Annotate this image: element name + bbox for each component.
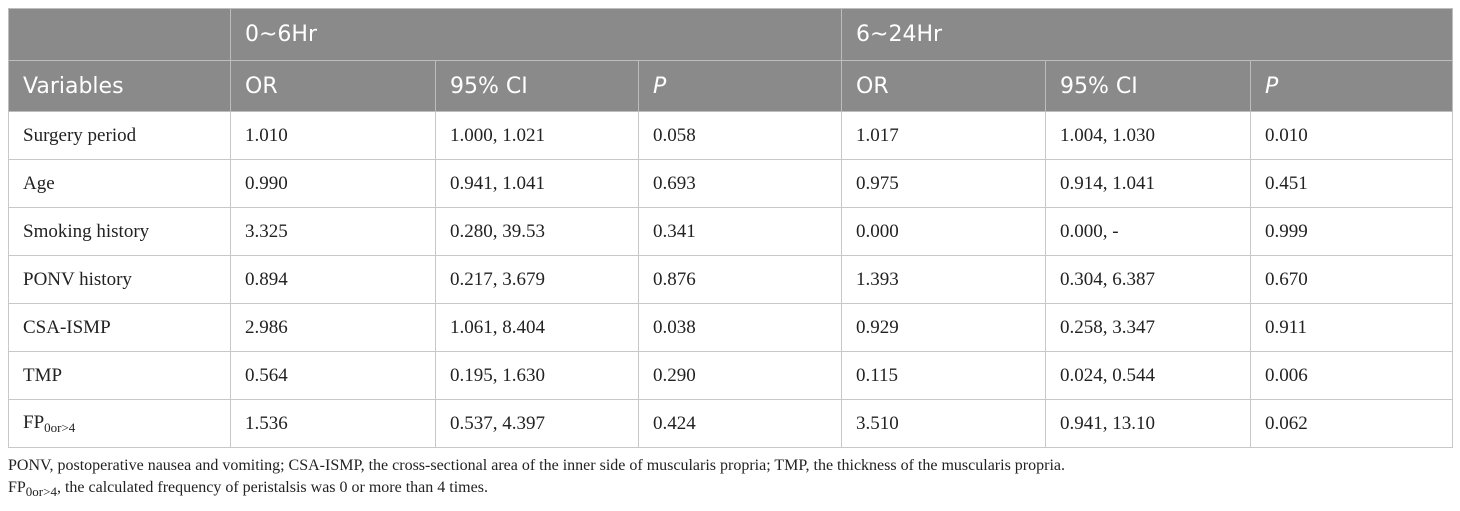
header-group-6-24hr: 6~24Hr [841, 8, 1454, 61]
cell-variable: Surgery period [8, 111, 231, 160]
cell-or-1: 2.986 [230, 303, 436, 352]
header-ci-1: 95% CI [435, 60, 639, 112]
cell-p-1: 0.058 [637, 111, 843, 160]
cell-or-1: 0.564 [230, 351, 436, 400]
table-row: PONV history 0.894 0.217, 3.679 0.876 1.… [8, 255, 1454, 304]
cell-or-2: 0.975 [841, 159, 1047, 208]
header-p-1: P [637, 60, 843, 112]
variable-subscript: 0or>4 [44, 419, 76, 435]
cell-ci-2: 0.000, - [1045, 207, 1252, 256]
cell-or-1: 1.536 [230, 399, 436, 448]
cell-or-2: 1.393 [841, 255, 1047, 304]
table-row: FP0or>4 1.536 0.537, 4.397 0.424 3.510 0… [8, 399, 1454, 448]
cell-or-2: 1.017 [841, 111, 1047, 160]
regression-table-container: 0~6Hr 6~24Hr Variables OR 95% CI P OR 95… [8, 8, 1454, 448]
table-row: Smoking history 3.325 0.280, 39.53 0.341… [8, 207, 1454, 256]
cell-ci-2: 0.941, 13.10 [1045, 399, 1252, 448]
header-p-2: P [1250, 60, 1454, 112]
cell-ci-1: 0.537, 4.397 [435, 399, 639, 448]
footnote-fp-text: , the calculated frequency of peristalsi… [56, 479, 488, 496]
cell-p-2: 0.670 [1250, 255, 1454, 304]
cell-or-2: 0.115 [841, 351, 1047, 400]
header-empty-cell [8, 8, 231, 61]
table-row: TMP 0.564 0.195, 1.630 0.290 0.115 0.024… [8, 351, 1454, 400]
cell-ci-2: 0.258, 3.347 [1045, 303, 1252, 352]
header-row-columns: Variables OR 95% CI P OR 95% CI P [8, 60, 1454, 112]
footnote-fp-base: FP [8, 479, 26, 496]
cell-p-2: 0.911 [1250, 303, 1454, 352]
cell-p-1: 0.424 [637, 399, 843, 448]
cell-variable: TMP [8, 351, 231, 400]
cell-ci-2: 0.914, 1.041 [1045, 159, 1252, 208]
footnote-fp-definition: FP0or>4, the calculated frequency of per… [8, 477, 1452, 503]
cell-variable: Age [8, 159, 231, 208]
cell-ci-1: 1.061, 8.404 [435, 303, 639, 352]
cell-p-1: 0.038 [637, 303, 843, 352]
cell-ci-2: 0.304, 6.387 [1045, 255, 1252, 304]
footnote-abbreviations: PONV, postoperative nausea and vomiting;… [8, 457, 1065, 474]
cell-variable: Smoking history [8, 207, 231, 256]
table-body: Surgery period 1.010 1.000, 1.021 0.058 … [8, 111, 1454, 448]
header-ci-2: 95% CI [1045, 60, 1252, 112]
cell-or-1: 0.990 [230, 159, 436, 208]
header-or-1: OR [230, 60, 436, 112]
cell-or-2: 0.000 [841, 207, 1047, 256]
cell-p-1: 0.290 [637, 351, 843, 400]
cell-variable: PONV history [8, 255, 231, 304]
cell-ci-1: 0.941, 1.041 [435, 159, 639, 208]
footnote-fp-subscript: 0or>4 [25, 484, 57, 499]
cell-or-2: 3.510 [841, 399, 1047, 448]
cell-p-1: 0.693 [637, 159, 843, 208]
cell-p-1: 0.341 [637, 207, 843, 256]
cell-ci-1: 0.280, 39.53 [435, 207, 639, 256]
table-header: 0~6Hr 6~24Hr Variables OR 95% CI P OR 95… [8, 8, 1454, 112]
cell-ci-1: 0.217, 3.679 [435, 255, 639, 304]
header-row-groups: 0~6Hr 6~24Hr [8, 8, 1454, 61]
table-row: Surgery period 1.010 1.000, 1.021 0.058 … [8, 111, 1454, 160]
cell-p-1: 0.876 [637, 255, 843, 304]
cell-or-1: 0.894 [230, 255, 436, 304]
variable-base: FP [23, 411, 45, 433]
cell-variable: CSA-ISMP [8, 303, 231, 352]
cell-variable: FP0or>4 [8, 399, 231, 448]
cell-ci-2: 0.024, 0.544 [1045, 351, 1252, 400]
cell-p-2: 0.451 [1250, 159, 1454, 208]
cell-or-1: 3.325 [230, 207, 436, 256]
header-group-0-6hr: 0~6Hr [229, 8, 843, 61]
cell-p-2: 0.006 [1250, 351, 1454, 400]
cell-ci-1: 0.195, 1.630 [435, 351, 639, 400]
table-footnotes: PONV, postoperative nausea and vomiting;… [8, 455, 1452, 503]
cell-ci-1: 1.000, 1.021 [435, 111, 639, 160]
header-or-2: OR [841, 60, 1047, 112]
cell-ci-2: 1.004, 1.030 [1045, 111, 1252, 160]
header-variables: Variables [8, 60, 231, 112]
table-row: CSA-ISMP 2.986 1.061, 8.404 0.038 0.929 … [8, 303, 1454, 352]
cell-or-1: 1.010 [230, 111, 436, 160]
cell-p-2: 0.999 [1250, 207, 1454, 256]
table-row: Age 0.990 0.941, 1.041 0.693 0.975 0.914… [8, 159, 1454, 208]
cell-p-2: 0.062 [1250, 399, 1454, 448]
cell-or-2: 0.929 [841, 303, 1047, 352]
regression-table: 0~6Hr 6~24Hr Variables OR 95% CI P OR 95… [8, 8, 1454, 448]
cell-p-2: 0.010 [1250, 111, 1454, 160]
